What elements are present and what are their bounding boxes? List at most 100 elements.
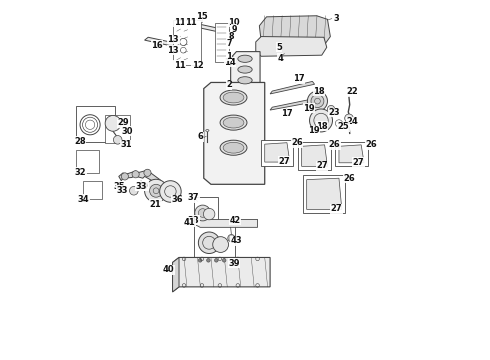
Ellipse shape <box>238 66 252 73</box>
Circle shape <box>228 234 235 242</box>
Circle shape <box>145 179 168 202</box>
Circle shape <box>310 109 333 132</box>
Text: 13: 13 <box>168 35 179 44</box>
Circle shape <box>215 258 218 262</box>
Circle shape <box>198 258 202 262</box>
Circle shape <box>203 208 215 220</box>
Circle shape <box>222 258 226 262</box>
Bar <box>303 175 345 213</box>
Text: 18: 18 <box>316 122 327 131</box>
Circle shape <box>213 237 228 252</box>
Bar <box>194 197 219 225</box>
Text: 26: 26 <box>366 140 377 149</box>
Circle shape <box>198 232 220 253</box>
Polygon shape <box>270 99 315 110</box>
Circle shape <box>344 114 353 123</box>
Text: 38: 38 <box>188 216 199 225</box>
Text: 37: 37 <box>188 193 199 202</box>
Text: 9: 9 <box>231 24 237 33</box>
Polygon shape <box>270 81 315 94</box>
Text: 40: 40 <box>163 265 174 274</box>
Circle shape <box>113 135 122 144</box>
Polygon shape <box>204 82 265 184</box>
Text: 27: 27 <box>353 158 365 167</box>
Text: 16: 16 <box>151 41 163 50</box>
Text: 11: 11 <box>174 62 186 71</box>
Circle shape <box>307 91 327 111</box>
Text: 23: 23 <box>329 108 341 117</box>
Circle shape <box>80 115 100 135</box>
Ellipse shape <box>223 142 244 153</box>
Text: 27: 27 <box>316 161 328 170</box>
Circle shape <box>105 116 121 131</box>
Text: 36: 36 <box>172 195 183 204</box>
Text: 18: 18 <box>313 86 325 95</box>
Bar <box>261 140 294 166</box>
Bar <box>298 142 331 170</box>
Bar <box>76 149 99 173</box>
Text: 10: 10 <box>228 18 240 27</box>
Text: 12: 12 <box>192 62 203 71</box>
Text: 22: 22 <box>347 86 359 95</box>
Ellipse shape <box>220 115 247 130</box>
Ellipse shape <box>238 55 252 62</box>
Text: 1: 1 <box>226 52 232 61</box>
Text: 32: 32 <box>75 168 87 177</box>
Polygon shape <box>339 145 364 163</box>
Text: 29: 29 <box>117 118 129 127</box>
Circle shape <box>195 205 211 221</box>
Polygon shape <box>173 19 227 33</box>
Polygon shape <box>172 257 179 292</box>
Text: 34: 34 <box>78 195 90 204</box>
Text: 4: 4 <box>277 54 283 63</box>
Text: 26: 26 <box>291 138 303 147</box>
Text: 2: 2 <box>226 81 232 90</box>
Text: 13: 13 <box>168 46 179 55</box>
Bar <box>194 220 235 262</box>
Polygon shape <box>259 16 330 46</box>
Ellipse shape <box>223 117 244 128</box>
Circle shape <box>198 209 207 217</box>
Text: 26: 26 <box>329 140 341 149</box>
Text: 8: 8 <box>228 32 234 41</box>
Text: 6: 6 <box>197 132 203 141</box>
Polygon shape <box>145 37 198 51</box>
Polygon shape <box>231 51 260 87</box>
Circle shape <box>149 184 163 197</box>
Text: 3: 3 <box>334 14 339 23</box>
Ellipse shape <box>238 77 252 84</box>
Circle shape <box>207 258 210 262</box>
Bar <box>173 21 201 65</box>
Text: 39: 39 <box>228 259 240 268</box>
Circle shape <box>160 181 181 202</box>
Text: 28: 28 <box>74 137 86 146</box>
Text: 19: 19 <box>303 104 315 113</box>
Bar <box>215 23 229 62</box>
Text: 30: 30 <box>122 127 133 136</box>
Bar <box>105 115 130 143</box>
Ellipse shape <box>223 92 244 103</box>
Text: 33: 33 <box>117 185 128 194</box>
Text: 11: 11 <box>185 18 196 27</box>
Text: 11: 11 <box>174 18 186 27</box>
Text: 14: 14 <box>224 58 236 67</box>
Circle shape <box>311 95 324 108</box>
Text: 26: 26 <box>343 174 355 183</box>
Bar <box>76 107 115 142</box>
Text: 24: 24 <box>347 117 359 126</box>
Text: 5: 5 <box>276 43 282 52</box>
Text: 27: 27 <box>279 157 290 166</box>
Polygon shape <box>119 170 160 184</box>
Polygon shape <box>172 257 270 292</box>
Text: 27: 27 <box>331 204 342 213</box>
Bar <box>335 142 368 166</box>
Circle shape <box>122 173 128 180</box>
Text: 41: 41 <box>184 218 196 227</box>
Text: 17: 17 <box>293 75 305 84</box>
Ellipse shape <box>220 90 247 105</box>
Ellipse shape <box>220 140 247 155</box>
Text: 33: 33 <box>135 182 147 191</box>
Circle shape <box>129 186 138 195</box>
Text: 43: 43 <box>230 237 242 246</box>
Text: 31: 31 <box>120 140 132 149</box>
